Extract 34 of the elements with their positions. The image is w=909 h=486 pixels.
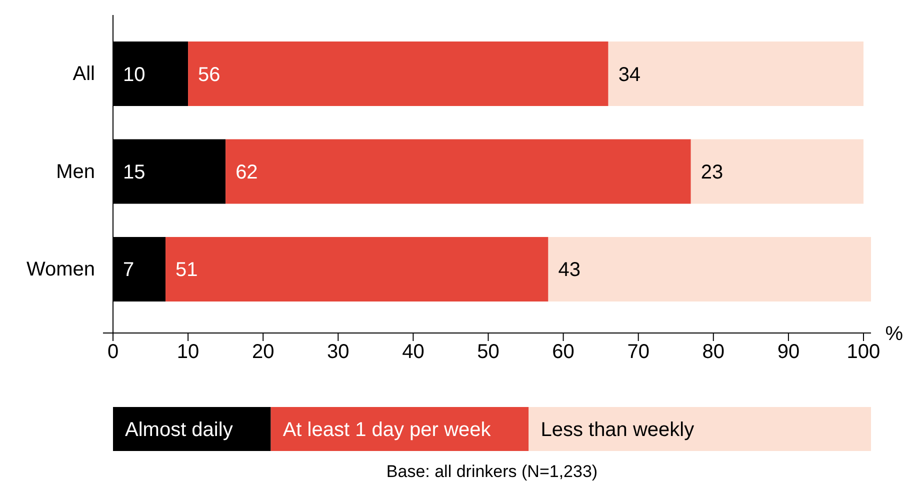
text: Less than weekly [540, 419, 694, 441]
x-tick-label: 70 [627, 341, 650, 364]
data-label: 23 [700, 162, 724, 184]
data-label: 62 [236, 162, 258, 184]
y-tick-label: Men [56, 160, 95, 183]
x-tick-label: 10 [176, 341, 200, 364]
x-tick-label: 0 [107, 341, 119, 364]
data-label: 56 [198, 64, 220, 86]
x-tick-label: 30 [327, 341, 350, 364]
y-tick-label: Women [26, 258, 95, 281]
bar [166, 236, 548, 302]
x-tick-label: 20 [252, 341, 274, 364]
x-tick-label: 50 [477, 341, 500, 364]
x-tick-label: 80 [702, 341, 725, 364]
data-label: 43 [558, 259, 581, 282]
x-tick-label: 100 [846, 341, 880, 364]
data-label: 7 [123, 259, 134, 282]
bar [608, 42, 864, 106]
text: At least 1 day per week [282, 419, 492, 441]
data-label: 15 [123, 162, 146, 184]
bar [188, 42, 608, 106]
data-label: 51 [176, 259, 198, 282]
y-tick-label: All [72, 63, 95, 86]
text: Almost daily [125, 419, 233, 441]
data-label: 10 [123, 64, 146, 86]
bar [226, 139, 691, 204]
x-tick-label: 60 [552, 341, 574, 364]
data-label: 34 [618, 64, 641, 86]
bar [690, 139, 864, 204]
x-tick-label: 40 [402, 341, 424, 364]
text: Base: all drinkers (N=1,233) [386, 462, 598, 481]
bar [548, 236, 871, 302]
x-axis-title: % [885, 323, 904, 345]
x-tick-label: 90 [777, 341, 800, 364]
